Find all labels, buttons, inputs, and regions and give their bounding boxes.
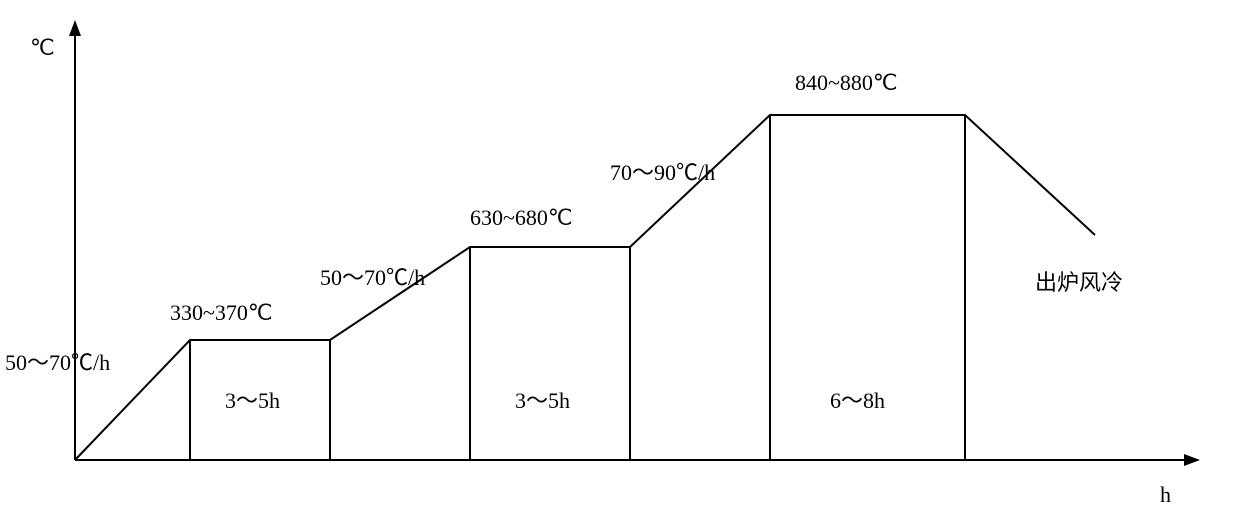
hold3-temp-label: 840~880℃: [795, 70, 898, 95]
heat-treatment-chart: ℃ h 50～70℃/h 330~370℃ 3～5h 50～70℃/h 630~…: [0, 0, 1240, 512]
ramp3-rate-label: 70～90℃/h: [610, 160, 715, 185]
hold3-time-label: 6～8h: [830, 388, 885, 413]
hold2-time-label: 3～5h: [515, 388, 570, 413]
x-axis-arrow: [1184, 454, 1200, 466]
x-axis-label: h: [1160, 482, 1171, 507]
ramp2-rate-label: 50～70℃/h: [320, 265, 425, 290]
cooldown-label: 出炉风冷: [1035, 270, 1123, 295]
y-axis-arrow: [69, 20, 81, 36]
hold1-temp-label: 330~370℃: [170, 300, 273, 325]
y-axis-label: ℃: [30, 35, 55, 60]
hold1-time-label: 3～5h: [225, 388, 280, 413]
ramp1-rate-label: 50～70℃/h: [5, 350, 110, 375]
hold2-temp-label: 630~680℃: [470, 205, 573, 230]
